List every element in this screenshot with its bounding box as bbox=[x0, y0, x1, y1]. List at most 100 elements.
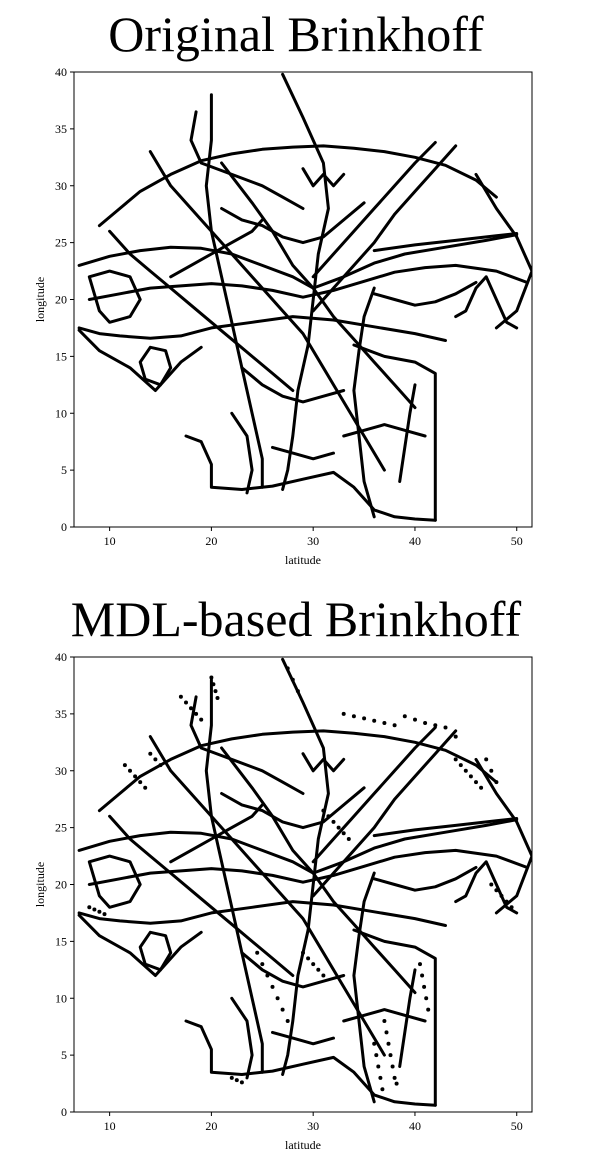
y-tick-label: 0 bbox=[61, 520, 67, 534]
chart-mdl-svg: 10 20 30 40 50 0 5 10 15 20 25 30 35 40 latitude longit… bbox=[33, 650, 533, 1152]
trajectory-point bbox=[189, 706, 193, 711]
trajectory-point bbox=[413, 717, 417, 722]
trajectory-point bbox=[311, 962, 316, 967]
trajectory-line bbox=[138, 930, 173, 972]
trajectory-line bbox=[97, 729, 498, 813]
y-tick-label: 5 bbox=[61, 1048, 67, 1062]
trajectory-line bbox=[77, 818, 519, 875]
y-axis-label: longitude bbox=[33, 862, 47, 907]
x-tick-label: 40 bbox=[409, 1119, 421, 1133]
trajectory-point bbox=[426, 1007, 431, 1012]
trajectory-point bbox=[494, 888, 499, 893]
trajectory-point bbox=[128, 768, 132, 773]
trajectory-line bbox=[77, 315, 447, 342]
trajectory-point bbox=[87, 905, 92, 910]
trajectory-point bbox=[138, 780, 143, 785]
trajectory-point bbox=[372, 1041, 377, 1046]
trajectory-line bbox=[77, 913, 203, 977]
trajectory-point bbox=[489, 882, 494, 887]
trajectory-point bbox=[390, 1064, 395, 1069]
trajectory-point bbox=[260, 962, 265, 967]
trajectory-line bbox=[311, 141, 437, 279]
trajectory-point bbox=[336, 825, 341, 830]
x-tick-label: 50 bbox=[511, 534, 523, 548]
trajectory-point bbox=[92, 907, 97, 912]
trajectory-point bbox=[468, 774, 473, 779]
trajectory-point bbox=[463, 768, 468, 773]
trajectory-point bbox=[306, 956, 311, 961]
trajectory-line bbox=[204, 678, 264, 1074]
x-tick-label: 20 bbox=[205, 534, 217, 548]
trajectory-line bbox=[352, 343, 437, 522]
trajectory-line bbox=[311, 726, 437, 864]
trajectory-line bbox=[372, 817, 519, 838]
x-tick-label: 30 bbox=[307, 1119, 319, 1133]
y-tick-label: 40 bbox=[55, 650, 67, 664]
trajectory-point bbox=[453, 734, 458, 739]
trajectory-point bbox=[143, 785, 148, 790]
trajectory-line bbox=[189, 695, 305, 795]
x-tick-label: 30 bbox=[307, 534, 319, 548]
trajectory-line bbox=[352, 871, 376, 1104]
x-axis-label: latitude bbox=[285, 1138, 321, 1152]
y-axis-label: longitude bbox=[33, 277, 47, 322]
trajectory-point bbox=[382, 721, 387, 725]
trajectory-point bbox=[158, 763, 163, 768]
trajectory-point bbox=[270, 984, 275, 989]
trajectory-point bbox=[494, 780, 499, 785]
trajectory-point bbox=[321, 973, 326, 978]
trajectory-line bbox=[77, 900, 447, 927]
trajectory-line bbox=[87, 848, 529, 886]
trajectory-point bbox=[362, 716, 367, 721]
trajectory-line bbox=[372, 865, 478, 892]
trajectory-line bbox=[169, 803, 264, 864]
trajectory-line bbox=[271, 445, 335, 461]
plot-frame bbox=[73, 656, 533, 1113]
trajectory-line bbox=[220, 161, 417, 410]
chart-original-svg: 10 20 30 40 50 0 5 10 15 20 25 30 35 40 latitude longit… bbox=[33, 65, 533, 567]
trajectory-point bbox=[424, 996, 429, 1001]
y-tick-label: 30 bbox=[55, 764, 67, 778]
trajectory-point bbox=[509, 905, 514, 910]
plot-frame bbox=[73, 71, 533, 528]
trajectory-line bbox=[240, 951, 346, 989]
y-tick-label: 30 bbox=[55, 179, 67, 193]
trajectory-point bbox=[239, 1080, 244, 1085]
trajectory-line bbox=[77, 233, 519, 290]
trajectory-line bbox=[240, 366, 346, 404]
chart-title: MDL-based Brinkhoff bbox=[70, 591, 522, 647]
trajectory-point bbox=[215, 696, 220, 700]
trajectory-point bbox=[504, 899, 509, 904]
trajectory-line bbox=[189, 110, 305, 210]
trajectory-point bbox=[392, 723, 397, 728]
trajectory-line bbox=[87, 269, 142, 324]
trajectory-line bbox=[454, 860, 519, 915]
trajectory-point bbox=[378, 1075, 383, 1080]
trajectory-point bbox=[484, 757, 489, 762]
trajectory-point bbox=[122, 763, 127, 768]
trajectory-point bbox=[326, 814, 331, 819]
y-tick-label: 0 bbox=[61, 1105, 67, 1119]
x-tick-label: 40 bbox=[409, 534, 421, 548]
trajectory-line bbox=[220, 746, 417, 995]
trajectory-line bbox=[342, 423, 427, 438]
trajectory-line bbox=[169, 218, 264, 279]
trajectory-point bbox=[423, 721, 428, 725]
trajectory-line bbox=[301, 752, 346, 773]
y-tick-label: 10 bbox=[55, 406, 67, 420]
trajectory-point bbox=[255, 950, 260, 955]
trajectory-point bbox=[499, 893, 504, 898]
trajectory-point bbox=[402, 714, 407, 719]
trajectory-line bbox=[184, 1019, 437, 1107]
trajectory-point bbox=[275, 996, 280, 1001]
trajectory-line bbox=[352, 286, 376, 519]
trajectory-line bbox=[281, 657, 330, 1076]
y-tick-label: 40 bbox=[55, 65, 67, 79]
y-tick-label: 20 bbox=[55, 878, 67, 892]
trajectory-line bbox=[372, 232, 519, 253]
trajectory-point bbox=[133, 774, 138, 779]
chart-title: Original Brinkhoff bbox=[108, 6, 484, 62]
trajectory-point bbox=[290, 677, 295, 682]
trajectory-point bbox=[341, 831, 346, 836]
trajectory-point bbox=[184, 700, 188, 705]
